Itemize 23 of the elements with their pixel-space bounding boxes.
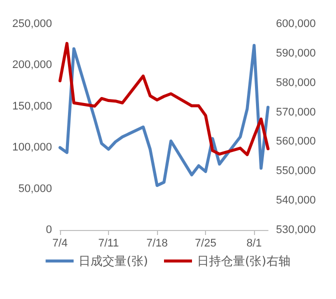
y-tick-label: 200,000 (12, 59, 52, 72)
x-tick-label: 7/25 (194, 238, 216, 250)
line-series (58, 44, 270, 188)
y2-tick-label: 570,000 (276, 106, 316, 118)
y-tick-label: 250,000 (12, 18, 52, 30)
y2-tick-label: 550,000 (276, 165, 316, 178)
y2-tick-label: 540,000 (276, 194, 316, 207)
y2-tick-label: 580,000 (276, 76, 316, 89)
x-tick-label: 7/11 (98, 238, 119, 250)
x-tick-label: 8/1 (246, 238, 262, 250)
legend-label: 日成交量(张) (78, 254, 148, 268)
y2-tick-label: 600,000 (276, 18, 316, 30)
y2-tick-label: 560,000 (276, 136, 316, 148)
x-tick-label: 7/18 (146, 238, 168, 250)
y2-tick-label: 590,000 (276, 47, 316, 60)
x-tick-label: 7/4 (52, 238, 68, 250)
legend-label: 日持仓量(张)右轴 (197, 254, 290, 268)
y-tick-label: 150,000 (12, 100, 52, 112)
y-tick-label: 100,000 (12, 142, 52, 154)
y2-tick-label: 530,000 (276, 224, 316, 236)
line-series (58, 42, 270, 156)
y-tick-label: 50,000 (18, 182, 52, 195)
y-tick-label: 0 (46, 224, 52, 236)
